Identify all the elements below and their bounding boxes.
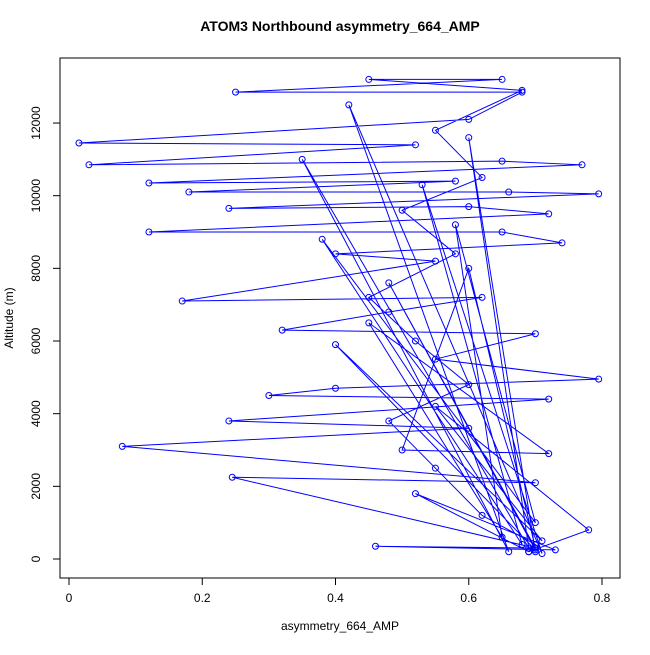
data-point bbox=[228, 473, 236, 481]
data-point bbox=[85, 161, 93, 169]
data-point bbox=[431, 126, 439, 134]
data-point bbox=[411, 337, 419, 345]
data-point bbox=[498, 75, 506, 83]
data-point bbox=[371, 542, 379, 550]
data-line bbox=[78, 78, 599, 554]
data-point bbox=[465, 203, 473, 211]
data-point bbox=[518, 540, 526, 548]
y-tick-label: 0 bbox=[29, 555, 43, 562]
data-point bbox=[332, 341, 340, 349]
y-tick-label: 10000 bbox=[29, 179, 43, 213]
data-point bbox=[145, 228, 153, 236]
data-point bbox=[498, 228, 506, 236]
data-point bbox=[75, 139, 83, 147]
x-tick-label: 0.6 bbox=[460, 591, 477, 605]
data-point bbox=[178, 297, 186, 305]
y-tick-label: 6000 bbox=[29, 327, 43, 354]
data-point bbox=[478, 293, 486, 301]
data-point bbox=[595, 190, 603, 198]
data-point bbox=[431, 464, 439, 472]
data-point bbox=[385, 417, 393, 425]
data-point bbox=[232, 88, 240, 96]
chart-title: ATOM3 Northbound asymmetry_664_AMP bbox=[200, 18, 480, 34]
data-point bbox=[345, 101, 353, 109]
data-point bbox=[465, 134, 473, 142]
data-point bbox=[298, 155, 306, 163]
data-point bbox=[538, 550, 546, 558]
data-point bbox=[578, 161, 586, 169]
data-point bbox=[531, 479, 539, 487]
data-point bbox=[585, 526, 593, 534]
data-point bbox=[411, 490, 419, 498]
x-tick-label: 0.8 bbox=[594, 591, 611, 605]
data-point bbox=[518, 88, 526, 96]
x-axis-label: asymmetry_664_AMP bbox=[281, 619, 399, 633]
data-point bbox=[551, 546, 559, 554]
data-point bbox=[518, 86, 526, 94]
data-point bbox=[385, 308, 393, 316]
y-tick-label: 2000 bbox=[29, 473, 43, 500]
y-tick-label: 8000 bbox=[29, 255, 43, 282]
data-point bbox=[595, 375, 603, 383]
data-point bbox=[418, 181, 426, 189]
data-point bbox=[498, 533, 506, 541]
data-point bbox=[531, 544, 539, 552]
data-point bbox=[531, 540, 539, 548]
data-point bbox=[538, 537, 546, 545]
data-point bbox=[498, 157, 506, 165]
data-point bbox=[365, 293, 373, 301]
data-point bbox=[558, 239, 566, 247]
data-point bbox=[431, 402, 439, 410]
data-point bbox=[225, 204, 233, 212]
data-point bbox=[505, 188, 513, 196]
y-tick-label: 12000 bbox=[29, 106, 43, 140]
data-point bbox=[332, 384, 340, 392]
data-point bbox=[385, 279, 393, 287]
data-point bbox=[278, 326, 286, 334]
data-point bbox=[505, 548, 513, 556]
data-point bbox=[465, 424, 473, 432]
data-point bbox=[525, 548, 533, 556]
x-tick-label: 0.2 bbox=[194, 591, 211, 605]
data-point bbox=[531, 548, 539, 556]
data-point bbox=[318, 235, 326, 243]
x-tick-label: 0 bbox=[66, 591, 73, 605]
data-point bbox=[465, 115, 473, 123]
data-point bbox=[225, 417, 233, 425]
data-point bbox=[145, 179, 153, 187]
y-tick-label: 4000 bbox=[29, 400, 43, 427]
data-point bbox=[531, 519, 539, 527]
y-axis-label: Altitude (m) bbox=[2, 287, 16, 348]
data-point bbox=[411, 141, 419, 149]
data-point bbox=[398, 446, 406, 454]
data-point bbox=[451, 177, 459, 185]
data-point bbox=[478, 511, 486, 519]
data-point bbox=[478, 174, 486, 182]
data-point bbox=[118, 442, 126, 450]
data-point bbox=[398, 206, 406, 214]
data-point bbox=[332, 250, 340, 258]
data-point bbox=[365, 75, 373, 83]
data-point bbox=[545, 210, 553, 218]
data-point bbox=[265, 392, 273, 400]
data-point bbox=[451, 221, 459, 229]
data-point bbox=[545, 395, 553, 403]
data-point bbox=[531, 330, 539, 338]
data-point bbox=[431, 257, 439, 265]
data-point bbox=[465, 264, 473, 272]
plot-frame bbox=[59, 57, 621, 579]
x-tick-label: 0.4 bbox=[327, 591, 344, 605]
data-point bbox=[545, 450, 553, 458]
data-point bbox=[525, 544, 533, 552]
data-point bbox=[185, 188, 193, 196]
data-point bbox=[531, 546, 539, 554]
data-point bbox=[365, 319, 373, 327]
data-point bbox=[451, 250, 459, 258]
data-point bbox=[431, 355, 439, 363]
data-point bbox=[465, 381, 473, 389]
